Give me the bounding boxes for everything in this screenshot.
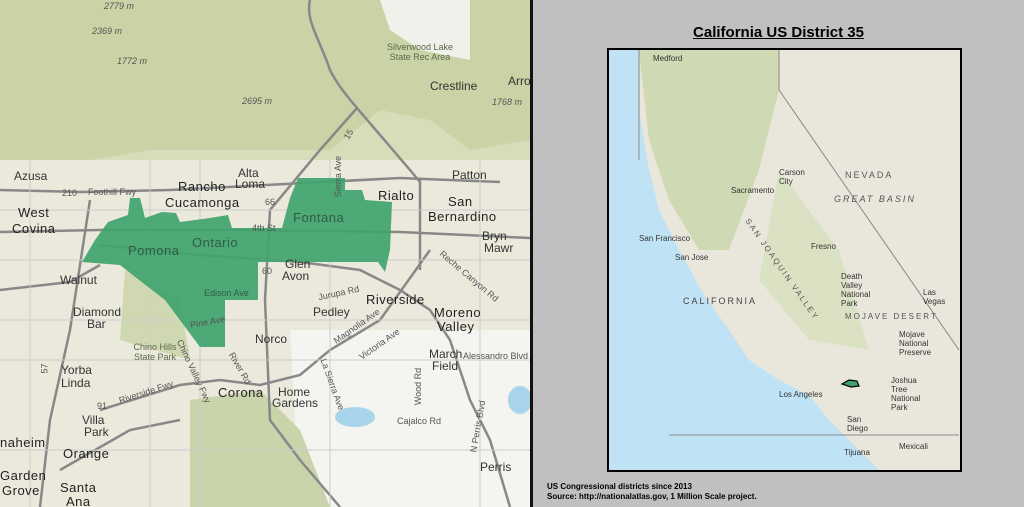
region-label: NEVADA bbox=[845, 170, 894, 180]
place-label: Orange bbox=[63, 446, 110, 461]
place-label: Gardens bbox=[272, 396, 319, 410]
road-label: Foothill Fwy bbox=[88, 187, 137, 197]
elevation-label: 2779 m bbox=[104, 1, 135, 11]
place-label: Moreno bbox=[434, 305, 482, 320]
place-label: San bbox=[448, 194, 473, 209]
place-label: Patton bbox=[452, 168, 487, 182]
inset-place-label: Medford bbox=[653, 54, 683, 63]
district-35-shape[interactable] bbox=[82, 178, 392, 347]
inset-place-label: Joshua Tree National Park bbox=[891, 376, 921, 412]
elevation-label: 2695 m bbox=[242, 96, 273, 106]
map-footer: US Congressional districts since 2013 So… bbox=[547, 482, 757, 502]
road-label: Alessandro Blvd bbox=[463, 351, 529, 361]
california-locator-map[interactable]: Medford Carson City Sacramento San Franc… bbox=[607, 48, 962, 472]
place-label: Corona bbox=[218, 385, 264, 400]
map-title: California US District 35 bbox=[693, 24, 864, 41]
place-label: Garden bbox=[0, 468, 47, 483]
overview-panel: California US District 35 Medford Carson… bbox=[533, 0, 1024, 507]
place-label: Arro bbox=[508, 74, 530, 88]
inset-place-label: Mojave National Preserve bbox=[899, 330, 932, 357]
place-label: Cucamonga bbox=[165, 195, 240, 210]
place-label: Loma bbox=[235, 177, 266, 191]
road-label: 57 bbox=[39, 363, 50, 374]
place-label: Grove bbox=[2, 483, 40, 498]
elevation-label: 2369 m bbox=[92, 26, 123, 36]
place-label: Santa bbox=[60, 480, 97, 495]
place-label: Norco bbox=[255, 332, 288, 346]
place-label: Yorba bbox=[61, 363, 92, 377]
inset-place-label: Mexicali bbox=[899, 442, 928, 451]
place-label: Valley bbox=[437, 319, 475, 334]
elevation-label: 1768 m bbox=[492, 97, 523, 107]
region-label: CALIFORNIA bbox=[683, 296, 758, 306]
place-label: Ana bbox=[66, 494, 91, 507]
inset-place-label: San Francisco bbox=[639, 234, 691, 243]
place-label: Home bbox=[278, 385, 311, 399]
road-label: 66 bbox=[265, 197, 276, 207]
place-label: Alta bbox=[238, 166, 259, 180]
place-label: Fontana bbox=[293, 210, 345, 225]
place-label: Walnut bbox=[60, 273, 97, 287]
place-label: Mawr bbox=[484, 241, 514, 255]
road-label: 210 bbox=[62, 188, 78, 198]
inset-place-label: Death Valley National Park bbox=[841, 272, 871, 308]
park-label: Silverwood Lake State Rec Area bbox=[386, 42, 454, 62]
place-label: Rialto bbox=[378, 188, 415, 203]
inset-place-label: Los Angeles bbox=[779, 390, 823, 399]
place-label: Ontario bbox=[192, 235, 239, 250]
inset-place-label: Las Vegas bbox=[923, 288, 946, 306]
place-label: Pomona bbox=[128, 243, 180, 258]
footer-districts-note: US Congressional districts since 2013 bbox=[547, 482, 692, 491]
place-label: Park bbox=[84, 425, 109, 439]
road-label: 60 bbox=[262, 266, 273, 276]
inset-place-label: Fresno bbox=[811, 242, 836, 251]
district-35-marker[interactable] bbox=[840, 379, 860, 388]
place-label: Diamond bbox=[73, 305, 122, 319]
road-label: Sierra Ave bbox=[333, 155, 344, 198]
road-label: 91 bbox=[97, 401, 108, 411]
place-label: Rancho bbox=[178, 179, 226, 194]
place-label: Avon bbox=[282, 269, 310, 283]
locator-terrain bbox=[638, 50, 960, 470]
place-label: Bernardino bbox=[428, 209, 497, 224]
panel-divider bbox=[530, 0, 533, 507]
place-label: March bbox=[429, 347, 463, 361]
inset-place-label: San Diego bbox=[847, 415, 868, 433]
place-label: Pedley bbox=[313, 305, 350, 319]
place-label: Covina bbox=[12, 221, 56, 236]
place-label: West bbox=[18, 205, 50, 220]
inset-place-label: Carson City bbox=[779, 168, 805, 186]
region-label: MOJAVE DESERT bbox=[845, 312, 938, 321]
place-label: Villa bbox=[82, 413, 105, 427]
place-label: Linda bbox=[61, 376, 91, 390]
place-label: Field bbox=[432, 359, 459, 373]
inset-place-label: San Jose bbox=[675, 253, 709, 262]
place-label: Riverside bbox=[366, 292, 425, 307]
road-label: 4th St bbox=[252, 223, 276, 233]
road-label: Cajalco Rd bbox=[397, 416, 442, 426]
place-label: naheim bbox=[0, 435, 46, 450]
place-label: Bar bbox=[87, 317, 106, 331]
park-label: Chino Hills State Park bbox=[133, 342, 177, 362]
place-label: Crestline bbox=[430, 79, 478, 93]
elevation-label: 1772 m bbox=[117, 56, 148, 66]
terrain-layer bbox=[0, 0, 530, 507]
place-label: Bryn bbox=[482, 229, 507, 243]
region-label: GREAT BASIN bbox=[834, 194, 916, 204]
road-label: Wood Rd bbox=[413, 367, 424, 406]
inset-place-label: Sacramento bbox=[731, 186, 775, 195]
footer-source-note: Source: http://nationalatlas.gov, 1 Mill… bbox=[547, 492, 757, 501]
place-label: Azusa bbox=[14, 169, 48, 183]
road-label: Edison Ave bbox=[204, 288, 249, 298]
district-detail-map[interactable]: 2779 m 2369 m 1772 m 2695 m 1768 m Silve… bbox=[0, 0, 530, 507]
place-label: Glen bbox=[285, 257, 311, 271]
place-label: Perris bbox=[480, 460, 512, 474]
inset-place-label: Tijuana bbox=[844, 448, 870, 457]
